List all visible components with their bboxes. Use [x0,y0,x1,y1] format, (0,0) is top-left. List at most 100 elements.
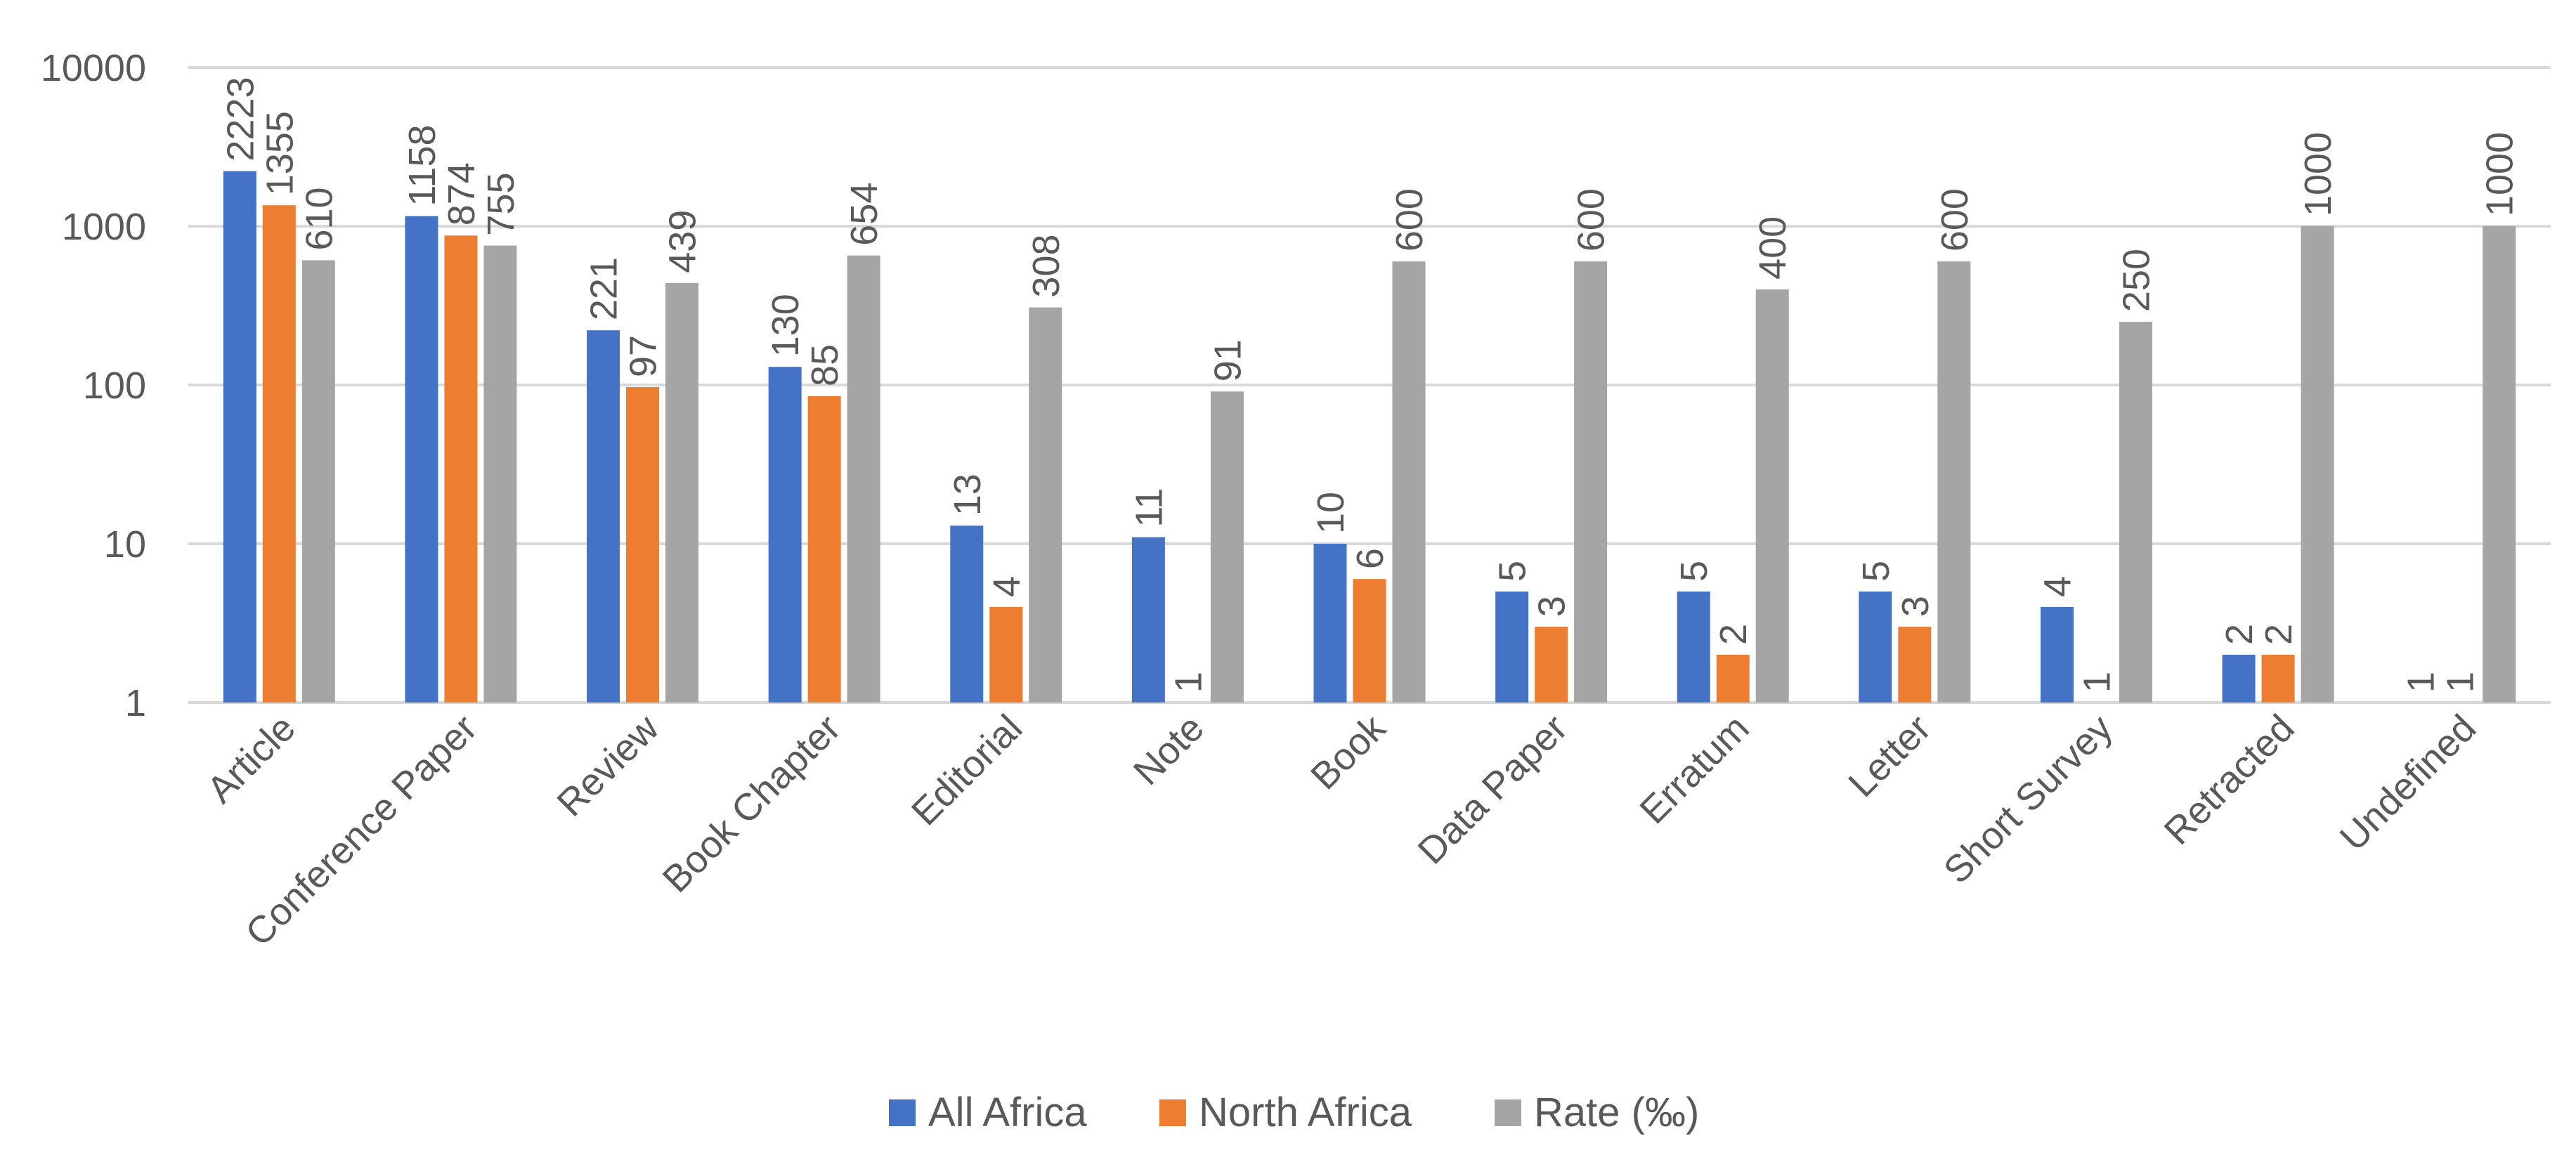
data-label: 610 [298,187,340,250]
bar-rate-data-paper [1574,261,1608,703]
data-label: 439 [662,210,704,273]
bar-all-africa-conference-paper [405,216,438,703]
bar-all-africa-book [1313,544,1347,703]
data-label: 85 [804,344,846,386]
data-label: 308 [1025,234,1067,297]
bar-north-africa-data-paper [1535,627,1568,703]
data-label: 3 [1894,596,1937,617]
bar-rate-article [301,260,335,703]
data-label: 600 [1570,188,1613,252]
data-label: 2223 [219,77,261,161]
data-label: 654 [843,183,885,246]
category-label: Data Paper [1410,707,1576,873]
data-label: 400 [1752,216,1794,280]
data-label: 5 [1855,561,1897,582]
data-label: 3 [1531,596,1573,617]
category-label: Letter [1840,707,1939,805]
data-label: 1355 [259,111,301,195]
bar-north-africa-book [1353,579,1386,703]
legend-label: All Africa [928,1090,1087,1135]
bar-north-africa-editorial [989,606,1023,703]
category-label: Book [1303,706,1394,797]
data-label: 2 [2218,624,2260,645]
bar-rate-book [1392,261,1426,703]
data-label: 1 [2440,672,2482,693]
legend-swatch [1495,1099,1521,1126]
bar-all-africa-letter [1859,592,1892,703]
bar-all-africa-retracted [2222,654,2256,703]
bar-north-africa-letter [1898,627,1932,703]
legend-swatch [1159,1099,1186,1126]
bar-all-africa-editorial [950,525,984,703]
bar-rate-review [665,282,699,703]
data-label: 11 [1128,488,1170,528]
bar-all-africa-review [587,330,620,703]
data-label: 2 [2258,624,2300,645]
bar-rate-conference-paper [483,245,517,703]
data-label: 2 [1712,624,1755,645]
data-label: 13 [947,474,989,516]
bar-all-africa-note [1131,537,1165,703]
data-label: 221 [583,257,625,320]
legend: All Africa North Africa Rate (‰) [889,1090,1699,1135]
bar-rate-undefined [2483,226,2516,703]
bar-north-africa-erratum [1716,654,1750,703]
category-label: Note [1126,707,1212,793]
category-label: Article [199,707,304,811]
data-label: 755 [480,172,522,235]
data-label: 5 [1492,561,1534,582]
data-label: 1000 [2479,132,2521,216]
bar-rate-book-chapter [847,255,880,703]
bar-north-africa-conference-paper [444,235,478,703]
category-label: Editorial [904,707,1030,833]
category-label: Erratum [1632,707,1757,832]
data-label: 1 [2400,672,2442,693]
category-label: Review [549,706,667,824]
y-tick-label: 100 [83,365,146,407]
data-label: 5 [1673,561,1715,582]
y-axis-ticks: 1 10 100 1000 10000 [41,47,146,724]
y-tick-label: 10 [104,523,146,566]
y-tick-label: 10000 [41,47,146,89]
bar-rate-short-survey [2119,322,2152,703]
data-label: 600 [1388,188,1431,252]
bars [223,171,2516,703]
y-tick-label: 1000 [62,206,146,248]
data-label: 1158 [401,124,443,206]
data-label: 874 [441,162,483,226]
data-label: 1 [1167,672,1209,693]
bar-all-africa-short-survey [2040,606,2074,703]
bar-all-africa-article [223,171,256,703]
bar-north-africa-book-chapter [807,396,841,703]
legend-swatch [889,1099,916,1126]
data-label: 1 [2076,672,2118,693]
category-label: Book Chapter [655,707,849,901]
bar-north-africa-retracted [2261,654,2295,703]
category-label: Short Survey [1936,707,2121,892]
bar-all-africa-data-paper [1495,592,1529,703]
bar-rate-retracted [2301,226,2334,703]
bar-all-africa-erratum [1677,592,1710,703]
bar-rate-note [1210,391,1244,703]
data-label: 4 [986,576,1028,597]
data-label: 97 [623,335,665,377]
data-label: 6 [1349,548,1391,569]
data-label: 250 [2115,249,2157,312]
data-label: 4 [2036,576,2079,597]
data-labels: 2223135561011588747552219743913085654134… [219,77,2520,693]
y-tick-label: 1 [125,682,146,724]
data-label: 600 [1934,188,1976,252]
category-label: Retracted [2157,707,2303,853]
bar-north-africa-article [262,205,296,703]
bar-rate-erratum [1755,289,1789,703]
gridlines [188,66,2551,704]
data-label: 10 [1310,492,1352,534]
category-label: Undefined [2332,707,2485,859]
bar-north-africa-review [626,386,660,703]
bar-all-africa-book-chapter [768,367,802,703]
data-label: 91 [1206,339,1249,381]
data-label: 130 [765,294,807,357]
data-label: 1000 [2297,132,2339,216]
